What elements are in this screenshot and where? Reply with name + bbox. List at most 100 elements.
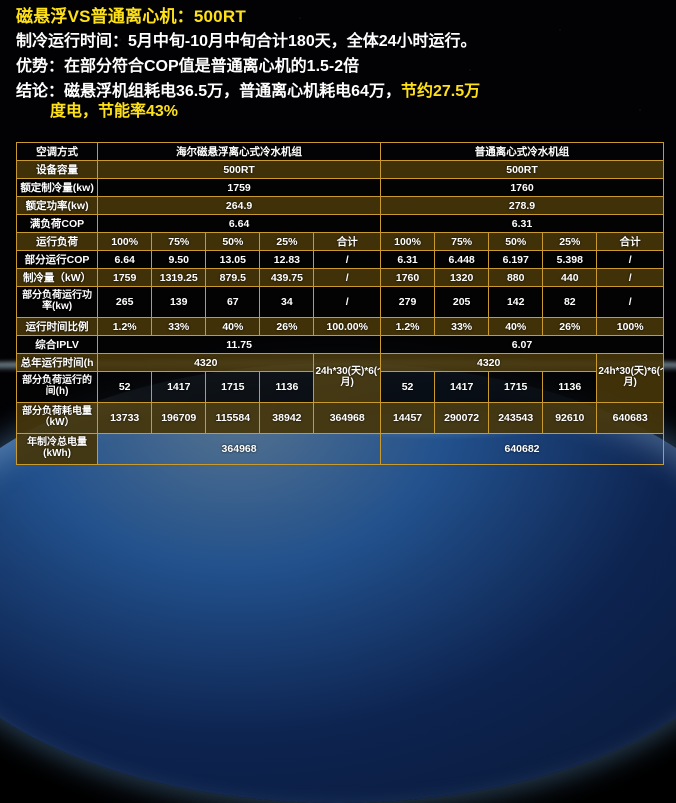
hours-note-maglev: 24h*30(天)*6(个月) — [313, 353, 382, 403]
value-maglev: 34 — [259, 286, 315, 318]
load-pct-maglev: 100% — [97, 232, 153, 251]
row-label: 制冷量（kW） — [15, 268, 99, 287]
value-conventional: 6.31 — [380, 250, 436, 269]
heading-conclusion-savings: 节约27.5万 — [400, 82, 481, 100]
value-maglev: 40% — [205, 317, 261, 336]
table-row: 额定制冷量(kw) 1759 1760 — [15, 178, 664, 197]
row-label: 运行时间比例 — [15, 317, 99, 336]
load-pct-conventional: 25% — [542, 232, 598, 251]
table-row: 部分负荷耗电量（kW） 13733 196709 115584 38942 364968 1… — [15, 402, 664, 434]
value-maglev: 1.2% — [97, 317, 153, 336]
value-conventional: 880 — [488, 268, 544, 287]
iplv-conventional: 6.07 — [380, 335, 664, 354]
table-row: 制冷量（kW） 1759 1319.25 879.5 439.75/1760 1320 88… — [15, 268, 664, 287]
header-group-conventional: 普通离心式冷水机组 — [380, 142, 664, 161]
value-maglev: 264.9 — [97, 196, 382, 215]
part-energy-maglev: 38942 — [259, 402, 315, 434]
annual-hours-conventional: 4320 — [380, 353, 598, 372]
load-pct-conventional: 100% — [380, 232, 436, 251]
table-row: 综合IPLV 11.75 6.07 — [15, 335, 664, 354]
load-pct-maglev: 25% — [259, 232, 315, 251]
part-hours-conventional: 1136 — [542, 371, 598, 403]
value-conventional: 6.197 — [488, 250, 544, 269]
header-label-system: 空调方式 — [15, 142, 99, 161]
part-energy-conventional: 14457 — [380, 402, 436, 434]
heading-conclusion-savings-2: 度电，节能率43% — [50, 103, 179, 121]
value-maglev: 6.64 — [97, 250, 153, 269]
value-conventional: 1.2% — [380, 317, 436, 336]
value-conventional: 1320 — [434, 268, 490, 287]
heading-conclusion: 结论：磁悬浮机组耗电36.5万，普通离心机耗电64万，节约27.5万 度电，节能… — [16, 82, 664, 124]
total-conventional: / — [596, 268, 664, 287]
value-conventional: 278.9 — [380, 196, 664, 215]
part-hours-conventional: 52 — [380, 371, 436, 403]
part-energy-maglev: 13733 — [97, 402, 153, 434]
heading-conclusion-plain: 结论：磁悬浮机组耗电36.5万，普通离心机耗电64万， — [16, 82, 401, 100]
part-hours-maglev: 52 — [97, 371, 153, 403]
value-maglev: 1759 — [97, 178, 382, 197]
part-energy-maglev: 115584 — [205, 402, 261, 434]
value-maglev: 1759 — [97, 268, 153, 287]
load-pct-maglev: 50% — [205, 232, 261, 251]
part-hours-maglev: 1715 — [205, 371, 261, 403]
table-row: 额定功率(kw) 264.9 278.9 — [15, 196, 664, 215]
part-energy-conventional: 243543 — [488, 402, 544, 434]
value-conventional: 205 — [434, 286, 490, 318]
part-energy-conventional: 290072 — [434, 402, 490, 434]
heading-title: 磁悬浮VS普通离心机：500RT — [16, 7, 246, 26]
value-maglev: 439.75 — [259, 268, 315, 287]
value-conventional: 6.448 — [434, 250, 490, 269]
comparison-table-body: 空调方式 海尔磁悬浮离心式冷水机组 普通离心式冷水机组 设备容量 500RT 500RT 额… — [15, 142, 664, 465]
value-conventional: 1760 — [380, 178, 664, 197]
row-label: 年制冷总电量(kWh) — [15, 433, 99, 465]
value-conventional: 1760 — [380, 268, 436, 287]
value-conventional: 5.398 — [542, 250, 598, 269]
value-conventional: 26% — [542, 317, 598, 336]
table-row: 运行负荷 100% 75% 50% 25% 合计 100% 75% 50% 25% 合计 — [15, 232, 664, 251]
total-conventional: / — [596, 286, 664, 318]
value-maglev: 139 — [151, 286, 207, 318]
iplv-maglev: 11.75 — [97, 335, 382, 354]
total-maglev: / — [313, 250, 382, 269]
comparison-table: 空调方式 海尔磁悬浮离心式冷水机组 普通离心式冷水机组 设备容量 500RT 500RT 额… — [15, 142, 664, 465]
value-maglev: 265 — [97, 286, 153, 318]
row-label: 额定制冷量(kw) — [15, 178, 99, 197]
total-maglev: / — [313, 268, 382, 287]
slide-heading: 磁悬浮VS普通离心机：500RT 制冷运行时间：5月中旬-10月中旬合计180天… — [16, 6, 664, 123]
load-pct-conventional: 50% — [488, 232, 544, 251]
table-row: 年制冷总电量(kWh) 364968 640682 — [15, 433, 664, 465]
table-row: 运行时间比例 1.2% 33% 40% 26% 100.00% 1.2% 33% 40% 26% 1… — [15, 317, 664, 336]
annual-hours-maglev: 4320 — [97, 353, 315, 372]
load-total-maglev: 合计 — [313, 232, 382, 251]
value-conventional: 142 — [488, 286, 544, 318]
total-conventional: 100% — [596, 317, 664, 336]
total-maglev: / — [313, 286, 382, 318]
part-energy-conventional: 92610 — [542, 402, 598, 434]
table-row: 设备容量 500RT 500RT — [15, 160, 664, 179]
annual-total-maglev: 364968 — [97, 433, 382, 465]
value-conventional: 279 — [380, 286, 436, 318]
header-group-maglev: 海尔磁悬浮离心式冷水机组 — [97, 142, 382, 161]
value-maglev: 13.05 — [205, 250, 261, 269]
value-conventional: 40% — [488, 317, 544, 336]
load-pct-conventional: 75% — [434, 232, 490, 251]
table-row: 部分负荷运行功率(kw) 265 139 67 34/279 205 142 82/ — [15, 286, 664, 318]
hours-note-conventional: 24h*30(天)*6(个月) — [596, 353, 664, 403]
total-maglev: 100.00% — [313, 317, 382, 336]
load-total-conventional: 合计 — [596, 232, 664, 251]
part-hours-conventional: 1715 — [488, 371, 544, 403]
row-label: 部分运行COP — [15, 250, 99, 269]
heading-runtime: 制冷运行时间：5月中旬-10月中旬合计180天，全体24小时运行。 — [16, 33, 477, 51]
value-conventional: 500RT — [380, 160, 664, 179]
row-label: 部分负荷耗电量（kW） — [15, 402, 99, 434]
annual-total-conventional: 640682 — [380, 433, 664, 465]
part-energy-total-maglev: 364968 — [313, 402, 382, 434]
value-maglev: 6.64 — [97, 214, 382, 233]
value-maglev: 67 — [205, 286, 261, 318]
value-maglev: 1319.25 — [151, 268, 207, 287]
part-energy-total-conventional: 640683 — [596, 402, 664, 434]
row-label: 额定功率(kw) — [15, 196, 99, 215]
value-conventional: 33% — [434, 317, 490, 336]
value-maglev: 879.5 — [205, 268, 261, 287]
row-label: 部分负荷运行功率(kw) — [15, 286, 99, 318]
